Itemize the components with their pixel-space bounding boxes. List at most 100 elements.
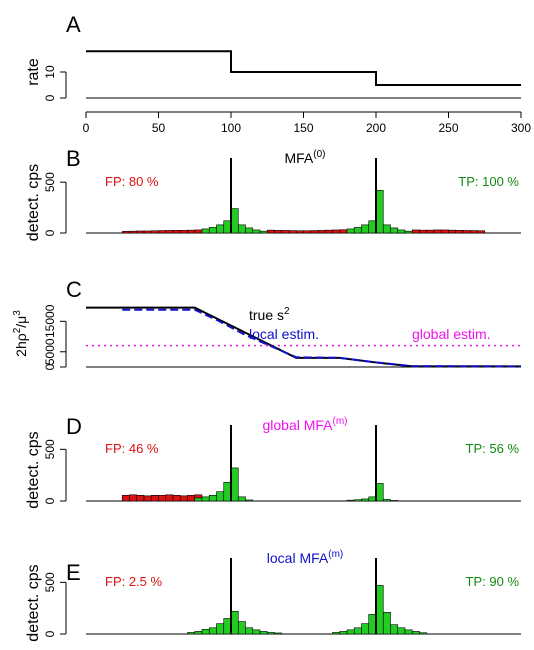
x-tick-label: 300 [511, 121, 531, 135]
true-s2-label-base: true s [249, 307, 284, 323]
fp-bar [136, 495, 145, 502]
tp-bar [332, 632, 341, 635]
tp-bar [216, 623, 225, 635]
tp-bar [274, 632, 283, 635]
tp-bar [230, 467, 239, 502]
tp-bar [201, 496, 210, 502]
fp-bar [158, 495, 167, 502]
y-tick-label: 500 [43, 572, 57, 592]
fp-bar [303, 230, 312, 234]
tp-bar [252, 229, 261, 234]
y-axis-label-part: 2hρ [13, 333, 29, 357]
tp-bar [419, 632, 428, 635]
fp-bar [129, 230, 138, 234]
tp-bar [404, 629, 413, 635]
tp-label: TP: 100 % [458, 174, 519, 189]
y-tick-label: 0 [43, 497, 57, 504]
tp-bar [223, 618, 232, 635]
x-tick-label: 200 [366, 121, 386, 135]
panel-letter: C [66, 277, 82, 302]
tp-bar [259, 230, 268, 234]
fp-bar [143, 230, 152, 234]
fp-bar [433, 229, 442, 234]
panel-letter: A [66, 12, 81, 37]
fp-bar [179, 495, 188, 502]
fp-label: FP: 46 % [105, 441, 159, 456]
tp-bar [375, 190, 384, 234]
y-tick-label: 0 [43, 363, 57, 370]
panel-title: global MFA(m) [262, 416, 347, 433]
y-axis-label: detect. cps [25, 564, 42, 641]
tp-bar [390, 227, 399, 234]
fp-bar [172, 495, 181, 502]
tp-bar [230, 208, 239, 234]
tp-bar [382, 224, 391, 234]
tp-bar [346, 499, 355, 502]
tp-bar [353, 627, 362, 635]
tp-bar [201, 629, 210, 635]
y-axis-label-part: /μ [13, 316, 29, 328]
tp-bar [245, 227, 254, 234]
tp-bar [208, 495, 217, 502]
tp-bar [339, 631, 348, 635]
fp-bar [165, 494, 174, 502]
x-tick-label: 50 [152, 121, 166, 135]
fp-bar [194, 229, 203, 234]
fp-bar [179, 230, 188, 234]
y-tick-label: 500 [43, 172, 57, 192]
tp-label: TP: 56 % [466, 441, 520, 456]
tp-bar [368, 496, 377, 502]
panel-title: local MFA(m) [267, 549, 343, 566]
x-tick-label: 100 [221, 121, 241, 135]
tp-label: TP: 90 % [466, 574, 520, 589]
true-s2-label: true s2 [249, 306, 290, 323]
fp-bar [121, 231, 130, 234]
tp-bar [201, 228, 210, 234]
tp-bar [404, 230, 413, 234]
tp-bar [237, 224, 246, 234]
fp-bar [440, 229, 449, 234]
y-tick-label: 0 [43, 229, 57, 236]
tp-bar [368, 614, 377, 635]
tp-bar [361, 623, 370, 635]
fp-bar [455, 230, 464, 234]
x-tick-label: 250 [438, 121, 458, 135]
panel-title-sup: (m) [333, 416, 348, 427]
panel-title-sup: (0) [313, 149, 325, 160]
local-estim-line [122, 308, 522, 368]
y-axis-label-part: 2 [12, 327, 23, 333]
tp-bar [382, 499, 391, 502]
tp-bar [237, 621, 246, 635]
y-axis-label: 2hρ2/μ3 [12, 310, 29, 357]
y-axis-label-part: 3 [12, 310, 23, 316]
fp-label: FP: 2.5 % [105, 574, 163, 589]
fp-bar [266, 229, 275, 234]
tp-bar [353, 499, 362, 502]
tp-bar [187, 632, 196, 635]
y-tick-label: 0 [43, 94, 57, 101]
fp-bar [150, 230, 159, 234]
y-axis-label: rate [25, 58, 42, 86]
tp-bar [266, 632, 275, 635]
fp-bar [129, 494, 138, 502]
fp-bar [281, 230, 290, 234]
tp-bar [230, 610, 239, 635]
local-estim-label: local estim. [249, 326, 319, 342]
tp-bar [368, 220, 377, 234]
fp-bar [324, 229, 333, 234]
fp-bar [172, 230, 181, 234]
fp-bar [419, 229, 428, 234]
tp-bar [208, 227, 217, 234]
tp-bar [259, 631, 268, 635]
fp-bar [274, 230, 283, 234]
y-axis-label: detect. cps [25, 431, 42, 508]
tp-bar [375, 483, 384, 502]
fp-bar [462, 230, 471, 234]
y-tick-label: 500 [43, 439, 57, 459]
panel-title-base: local MFA [267, 550, 329, 566]
y-tick-label: 5000 [43, 338, 57, 365]
